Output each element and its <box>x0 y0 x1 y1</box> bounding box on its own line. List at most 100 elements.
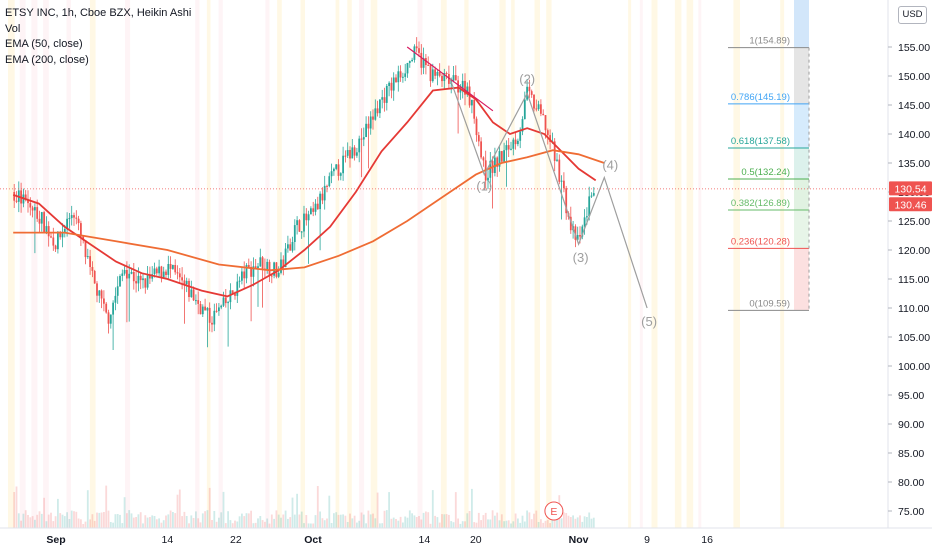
volume-bar <box>158 518 160 528</box>
candle-body <box>52 237 55 246</box>
volume-bar <box>68 519 71 528</box>
volume-bar <box>514 513 517 528</box>
fibonacci-retracement[interactable]: 1(154.89) 0.786(145.19) 0.618(137.58) 0.5(1… <box>728 0 810 311</box>
volume-bar <box>583 516 586 528</box>
volume-bar <box>224 523 227 528</box>
volume-bar <box>473 522 476 528</box>
volume-bar <box>197 518 200 528</box>
candle-body <box>466 86 469 95</box>
volume-bar <box>572 515 574 528</box>
candle-body <box>487 177 489 181</box>
volume-bar <box>121 523 124 528</box>
volume-bar <box>303 523 305 528</box>
candle-body <box>204 306 206 311</box>
candle-body <box>395 77 397 83</box>
candle-body <box>45 226 48 233</box>
fib-level-label: 1(154.89) <box>749 36 790 47</box>
candle-body <box>162 271 165 278</box>
volume-bar <box>342 514 344 528</box>
candle-body <box>169 264 172 269</box>
earnings-marker[interactable] <box>544 501 564 521</box>
volume-bar <box>466 513 469 528</box>
candle-body <box>261 257 264 269</box>
volume-bar <box>220 512 223 528</box>
candle-body <box>15 200 18 202</box>
fib-zone <box>794 248 809 311</box>
fib-level-label: 0.786(145.19) <box>731 92 790 103</box>
ema200-line <box>13 149 605 272</box>
candle-body <box>266 261 269 270</box>
candle-body <box>415 46 418 49</box>
candle-body <box>86 256 89 258</box>
candle-body <box>231 290 234 294</box>
volume-bar <box>132 517 135 528</box>
volume-bar <box>22 513 25 528</box>
volume-bar <box>284 510 287 528</box>
candle-body <box>218 307 220 312</box>
volume-bar <box>252 523 255 528</box>
candle-body <box>537 104 540 110</box>
candle-body <box>351 147 354 159</box>
volume-bar <box>264 521 266 528</box>
volume-bar <box>96 512 98 528</box>
volume-bar <box>142 523 144 528</box>
volume-bar <box>195 511 197 528</box>
volume-bar <box>326 518 328 528</box>
candle-body <box>57 231 59 250</box>
candle-body <box>206 307 209 311</box>
volume-bar <box>289 517 292 528</box>
volume-bar <box>34 519 36 528</box>
symbol-title[interactable]: ETSY INC, 1h, Cboe BZX, Heikin Ashi <box>5 7 192 19</box>
volume-bar <box>590 518 593 528</box>
volume-bar <box>75 511 78 528</box>
volume-bar <box>454 492 457 528</box>
volume-bar <box>588 512 591 528</box>
volume-bar <box>323 520 326 528</box>
volume-bar <box>374 518 377 528</box>
legend-volume[interactable]: Vol <box>5 22 21 35</box>
candle-body <box>353 147 356 156</box>
candle-body <box>98 290 101 296</box>
volume-bar <box>360 512 363 528</box>
candle-body <box>326 185 328 187</box>
candle-body <box>445 73 448 74</box>
volume-bar <box>245 513 248 528</box>
session-stripe <box>66 0 71 528</box>
volume-bar <box>586 517 588 528</box>
elliott-wave-path <box>449 78 648 309</box>
volume-bar <box>298 514 301 528</box>
candle-body <box>420 52 423 68</box>
volume-bar <box>307 523 310 528</box>
candle-body <box>116 286 119 296</box>
fib-zone <box>794 47 809 104</box>
currency-button[interactable]: USD <box>898 6 927 24</box>
volume-bar <box>277 514 280 528</box>
elliott-wave-drawing[interactable]: (1) (2) (3) (4) (5) <box>406 46 657 329</box>
candle-body <box>448 74 450 84</box>
volume-bar <box>222 491 225 528</box>
y-tick-label: 90.00 <box>898 419 924 431</box>
volume-bar <box>411 513 413 528</box>
candle-body <box>289 244 292 251</box>
volume-bar <box>480 520 482 528</box>
volume-bar <box>15 486 18 528</box>
trend-line <box>406 46 494 112</box>
fib-zone <box>794 179 809 210</box>
volume-bar <box>151 515 154 528</box>
legend-ema200[interactable]: EMA (200, close) <box>5 53 89 66</box>
candle-body <box>224 297 227 304</box>
volume-bar <box>259 516 262 528</box>
legend-ema50[interactable]: EMA (50, close) <box>5 38 83 50</box>
candle-body <box>358 138 361 153</box>
candle-body <box>24 194 27 200</box>
candle-body <box>330 171 333 177</box>
session-stripe <box>370 0 378 528</box>
candle-body <box>29 203 32 208</box>
candle-body <box>137 275 140 284</box>
volume-bar <box>385 510 388 528</box>
volume-bar <box>227 511 229 528</box>
volume-bar <box>592 517 595 528</box>
session-stripe <box>347 0 352 528</box>
